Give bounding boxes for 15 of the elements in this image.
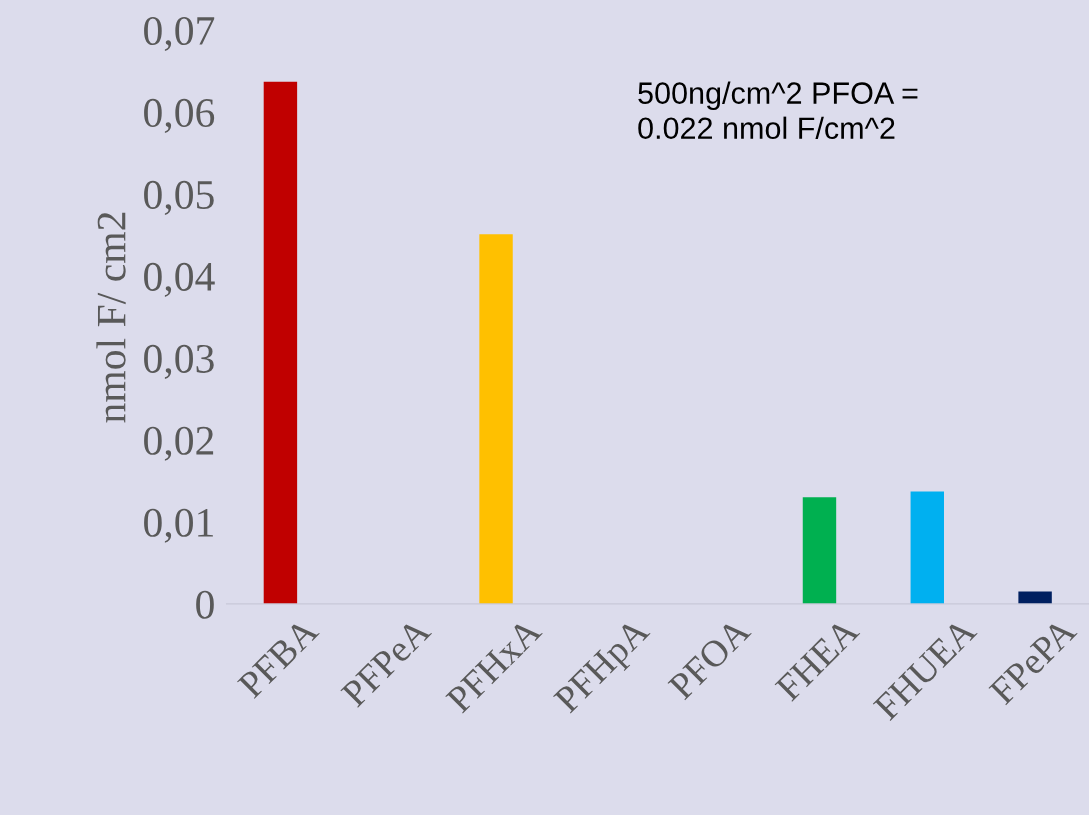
annotation: 500ng/cm^2 PFOA = 0.022 nmol F/cm^2 [638,81,918,140]
y-tick-label: 0,06 [144,98,215,133]
y-tick-label: 0,03 [144,344,214,379]
y-tick-label: 0,07 [144,16,215,52]
y-axis-title: nmol F/ cm2 [96,212,126,423]
y-tick-label: 0,02 [144,426,214,461]
y-tick-label: 0 [196,590,214,619]
bar [479,234,513,604]
bar [910,491,944,604]
bar [802,497,837,604]
y-tick-label: 0,05 [144,180,214,215]
y-tick-label: 0,01 [144,508,213,543]
y-tick-label: 0,04 [144,262,215,297]
bar [1018,591,1052,604]
bar [263,81,298,604]
